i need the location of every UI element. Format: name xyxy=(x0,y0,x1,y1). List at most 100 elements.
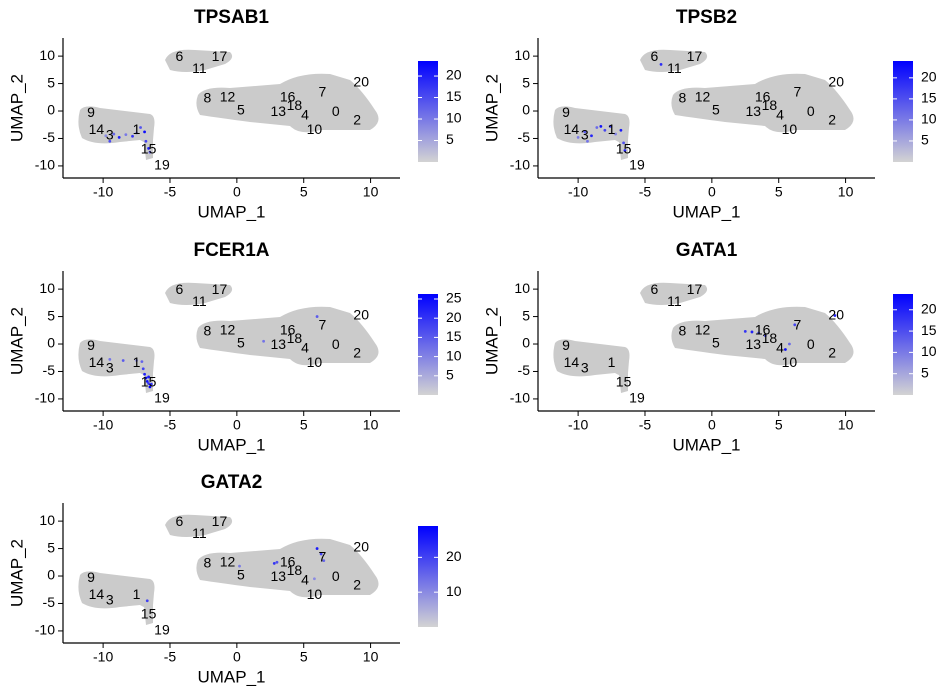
cluster-label: 14 xyxy=(564,121,580,137)
x-tick-label: 0 xyxy=(708,417,716,433)
x-tick-label: 5 xyxy=(300,417,308,433)
cluster-label: 18 xyxy=(287,97,303,113)
cluster-label: 19 xyxy=(154,622,170,638)
point xyxy=(108,357,112,361)
cluster-label: 19 xyxy=(629,390,645,406)
x-tick-label: 10 xyxy=(363,184,379,200)
cluster-label: 1 xyxy=(133,354,141,370)
cluster-label: 13 xyxy=(746,336,762,352)
cluster-label: 13 xyxy=(271,568,287,584)
point xyxy=(583,130,587,134)
y-tick-label: -10 xyxy=(35,157,55,173)
y-tick-label: 0 xyxy=(47,102,55,118)
x-tick-label: -10 xyxy=(93,184,113,200)
colorbar-tick-label: 20 xyxy=(921,300,937,316)
point xyxy=(659,62,663,66)
point xyxy=(614,132,617,136)
point xyxy=(143,130,146,134)
point xyxy=(275,560,279,564)
cluster-label: 4 xyxy=(301,107,309,123)
y-axis-label: UMAP_2 xyxy=(7,539,26,607)
cluster-label: 9 xyxy=(562,104,570,120)
cluster-label: 14 xyxy=(89,121,105,137)
cluster-label: 14 xyxy=(89,354,105,370)
point xyxy=(144,139,148,143)
cluster-label: 4 xyxy=(776,107,784,123)
y-tick-label: -5 xyxy=(43,129,56,145)
point xyxy=(238,564,241,568)
y-axis-label: UMAP_2 xyxy=(7,307,26,375)
cluster-label: 7 xyxy=(319,317,327,333)
point xyxy=(145,379,149,383)
colorbar-tick-label: 20 xyxy=(446,309,462,325)
cluster-label: 14 xyxy=(89,586,105,602)
cluster-label: 4 xyxy=(301,572,309,588)
cluster-label: 2 xyxy=(828,112,836,128)
cluster-label: 5 xyxy=(237,567,245,583)
point xyxy=(590,134,593,138)
cluster-label: 12 xyxy=(220,89,236,105)
point xyxy=(262,339,265,343)
y-axis-label: UMAP_2 xyxy=(482,307,501,375)
point xyxy=(595,126,599,129)
point xyxy=(148,385,152,389)
cluster-label: 8 xyxy=(679,323,687,339)
cluster-label: 2 xyxy=(353,345,361,361)
cluster-label: 0 xyxy=(332,336,340,352)
cluster-label: 11 xyxy=(192,60,207,76)
colorbar-tick-label: 15 xyxy=(921,90,937,106)
cluster-label: 19 xyxy=(154,157,170,173)
point xyxy=(623,149,627,152)
y-tick-label: -10 xyxy=(510,390,530,406)
point xyxy=(141,367,145,371)
x-axis-label: UMAP_1 xyxy=(197,202,265,221)
cluster-label: 10 xyxy=(307,354,323,370)
cluster-label: 15 xyxy=(141,141,157,157)
cluster-label: 13 xyxy=(271,336,287,352)
x-tick-label: -5 xyxy=(639,184,652,200)
cluster-label: 13 xyxy=(746,103,762,119)
point xyxy=(131,134,134,138)
colorbar xyxy=(418,61,438,162)
cluster-label: 13 xyxy=(271,103,287,119)
colorbar xyxy=(893,61,913,162)
point xyxy=(272,561,276,565)
point xyxy=(763,334,767,338)
point xyxy=(140,360,144,363)
point xyxy=(313,577,316,581)
cluster-label: 0 xyxy=(332,568,340,584)
x-tick-label: 10 xyxy=(838,184,854,200)
cluster-label: 18 xyxy=(287,562,303,578)
x-tick-label: 10 xyxy=(363,649,379,665)
colorbar-tick-label: 5 xyxy=(921,132,929,148)
point xyxy=(315,315,319,318)
x-axis-label: UMAP_1 xyxy=(672,202,740,221)
cluster-label: 15 xyxy=(616,141,632,157)
cluster-label: 5 xyxy=(712,102,720,118)
cluster-label: 18 xyxy=(287,330,303,346)
y-tick-label: -5 xyxy=(518,129,531,145)
cluster-label: 4 xyxy=(776,340,784,356)
point xyxy=(148,150,152,154)
point xyxy=(147,146,150,150)
cluster-label: 3 xyxy=(581,359,589,375)
point xyxy=(793,323,797,327)
chart-title: TPSB2 xyxy=(676,7,737,28)
point xyxy=(619,128,623,132)
point xyxy=(750,330,754,334)
point xyxy=(784,348,787,351)
cluster-label: 16 xyxy=(755,322,771,338)
cluster-label: 6 xyxy=(175,48,183,64)
cluster-label: 19 xyxy=(154,390,170,406)
cluster-label: 1 xyxy=(608,121,616,137)
point xyxy=(757,331,761,335)
colorbar-tick-label: 20 xyxy=(446,548,462,564)
point xyxy=(135,359,138,362)
point xyxy=(319,552,323,556)
cluster-label: 11 xyxy=(667,60,682,76)
y-tick-label: 0 xyxy=(522,335,530,351)
y-tick-label: 10 xyxy=(514,47,530,63)
